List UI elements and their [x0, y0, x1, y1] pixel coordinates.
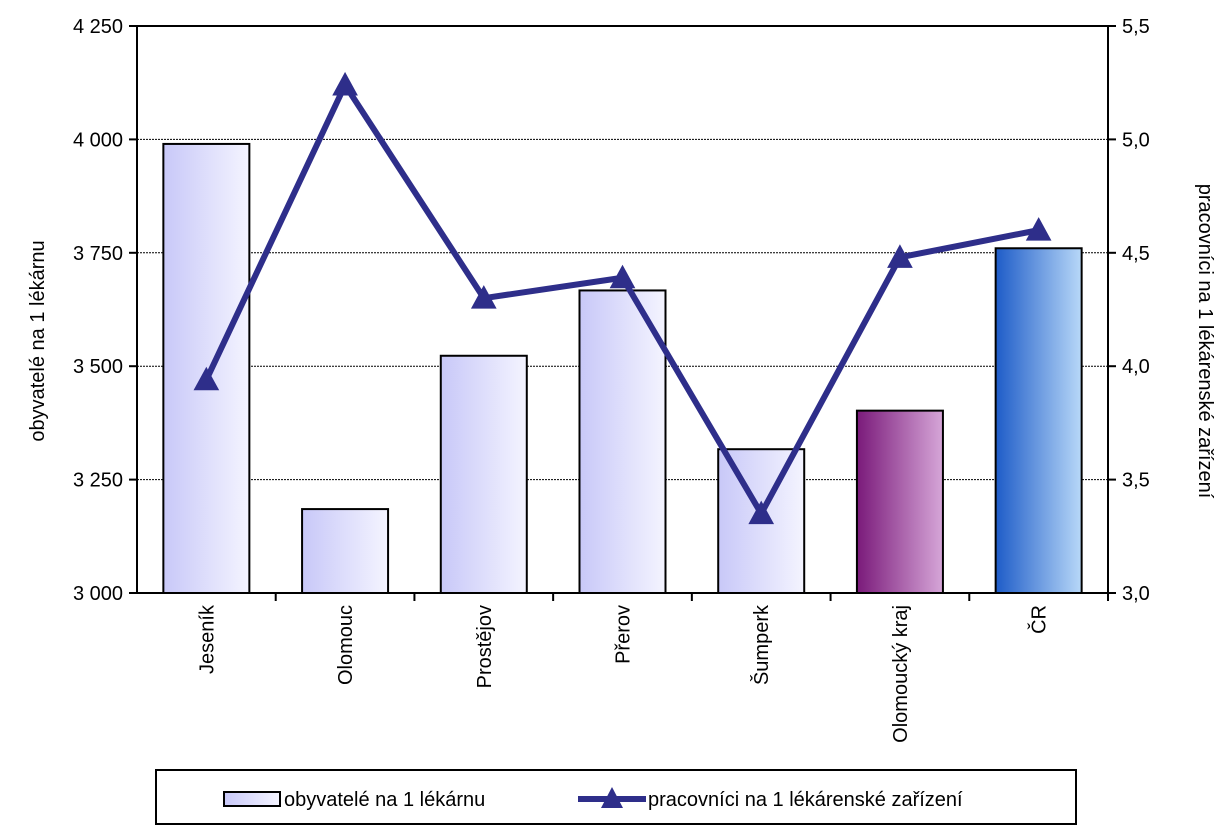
right-tick-label: 3,5 — [1122, 470, 1150, 492]
x-tick-label: Olomouc — [335, 605, 357, 685]
left-axis-title: obyvatelé na 1 lékárnu — [27, 240, 49, 441]
bar — [439, 354, 528, 595]
x-tick-label: Šumperk — [750, 604, 773, 685]
left-tick-label: 4 250 — [73, 16, 123, 38]
left-tick-label: 4 000 — [73, 129, 123, 151]
legend-triangle-marker — [601, 787, 623, 808]
right-tick-label: 4,0 — [1122, 356, 1150, 378]
plot-area-frame — [136, 25, 1109, 594]
bar — [994, 247, 1083, 594]
x-tick-label: Olomoucký kraj — [890, 605, 912, 743]
left-tick-label: 3 000 — [73, 583, 123, 605]
legend: obyvatelé na 1 lékárnu pracovníci na 1 l… — [155, 769, 1077, 825]
line-point-marker — [1025, 217, 1052, 241]
x-tick-label: Přerov — [613, 605, 635, 664]
line-point-marker — [193, 366, 220, 391]
legend-bar-label: obyvatelé na 1 lékárnu — [284, 789, 485, 811]
bar — [578, 289, 667, 594]
left-tick-label: 3 250 — [73, 470, 123, 492]
right-axis-title: pracovníci na 1 lékárenské zařízení — [1194, 184, 1214, 499]
right-tick-label: 3,0 — [1122, 583, 1150, 605]
line-point-marker — [748, 500, 775, 525]
line-point-marker — [887, 244, 913, 268]
x-tick-label: Jeseník — [196, 604, 218, 674]
line-point-marker — [332, 71, 358, 96]
right-tick-label: 5,0 — [1122, 129, 1150, 151]
bar — [301, 508, 390, 595]
right-tick-label: 5,5 — [1122, 16, 1150, 38]
left-tick-label: 3 750 — [73, 243, 123, 265]
bar — [855, 409, 944, 594]
left-tick-label: 3 500 — [73, 356, 123, 378]
right-tick-label: 4,5 — [1122, 243, 1150, 265]
x-tick-label: Prostějov — [474, 605, 496, 688]
legend-line-label: pracovníci na 1 lékárenské zařízení — [648, 789, 963, 811]
line-point-marker — [609, 264, 636, 289]
line-point-marker — [470, 285, 497, 309]
legend-bar-swatch — [223, 791, 281, 807]
x-tick-label: ČR — [1028, 605, 1051, 634]
